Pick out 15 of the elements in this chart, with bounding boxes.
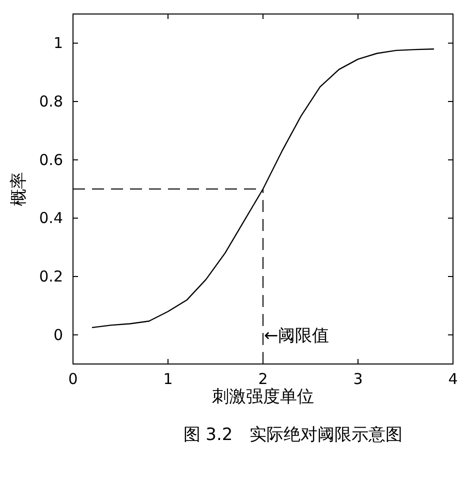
y-tick-label: 0.4 — [39, 209, 63, 228]
x-axis-title: 刺激强度单位 — [212, 387, 314, 407]
y-axis-title: 概率 — [9, 172, 29, 206]
x-tick-label: 4 — [448, 370, 458, 388]
caption: 图 3.2 实际绝对阈限示意图 — [183, 425, 403, 445]
y-tick-label: 0.2 — [39, 268, 63, 286]
annotation: ←阈限值 — [264, 326, 330, 346]
x-tick-label: 2 — [258, 370, 268, 388]
y-tick-label: 0.6 — [39, 150, 63, 169]
y-tick-label: 0 — [53, 326, 63, 344]
x-tick-label: 3 — [353, 370, 363, 388]
x-tick-label: 0 — [68, 370, 78, 388]
y-tick-label: 1 — [53, 34, 63, 52]
y-tick-label: 0.8 — [39, 92, 63, 110]
x-tick-label: 1 — [163, 370, 173, 388]
